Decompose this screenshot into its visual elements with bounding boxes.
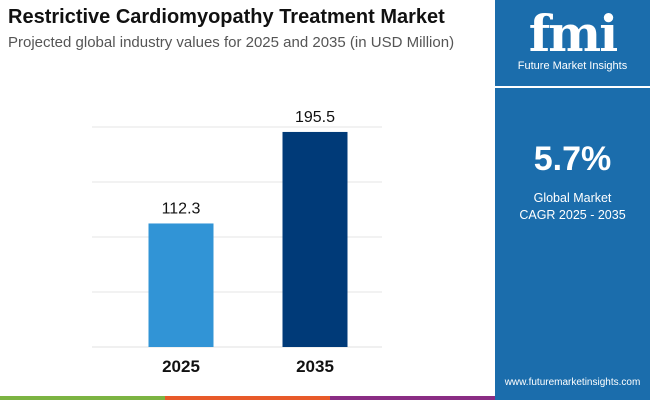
fmi-logo: fmi Future Market Insights: [495, 8, 650, 73]
cagr-label: Global Market CAGR 2025 - 2035: [519, 191, 626, 222]
stripe-orange: [165, 396, 330, 400]
logo-caption: Future Market Insights: [517, 60, 628, 72]
x-tick-label-2035: 2035: [296, 357, 334, 376]
bar-2035: [282, 131, 348, 347]
stripe-purple: [330, 396, 495, 400]
bar-chart: 112.3 2025 195.5 2035: [92, 109, 382, 376]
chart-subtitle: Projected global industry values for 202…: [8, 34, 455, 51]
cagr-value: 5.7%: [533, 140, 612, 178]
bar-2025: [148, 223, 214, 347]
chart-title: Restrictive Cardiomyopathy Treatment Mar…: [8, 6, 445, 28]
side-panel: fmi Future Market Insights 5.7% Global M…: [495, 0, 650, 400]
stripe-green: [0, 396, 165, 400]
panel-divider: [495, 86, 650, 88]
x-tick-label-2025: 2025: [162, 357, 200, 376]
website-link[interactable]: www.futuremarketinsights.com: [504, 377, 641, 388]
data-label-2025: 112.3: [162, 200, 201, 217]
data-label-2035: 195.5: [295, 109, 335, 126]
